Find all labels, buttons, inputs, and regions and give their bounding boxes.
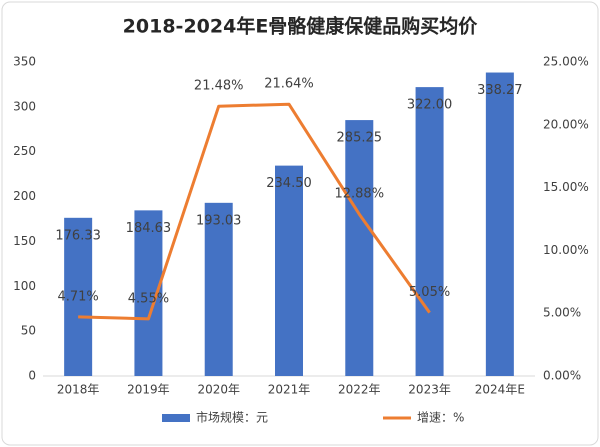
line-value-label: 21.48% xyxy=(194,79,244,94)
x-tick-label: 2021年 xyxy=(268,383,311,397)
bar xyxy=(485,72,514,376)
bar xyxy=(204,202,233,376)
legend-swatch xyxy=(162,414,190,422)
bar-value-label: 285.25 xyxy=(337,131,383,146)
x-tick-label: 2019年 xyxy=(127,383,170,397)
x-tick-label: 2018年 xyxy=(57,383,100,397)
y2-tick-label: 5.00% xyxy=(543,306,581,320)
y2-tick-label: 25.00% xyxy=(543,55,589,69)
line-value-label: 5.05% xyxy=(409,285,450,300)
y2-tick-label: 20.00% xyxy=(543,117,589,131)
bar xyxy=(64,217,93,376)
bar-value-label: 176.33 xyxy=(55,228,101,243)
bar-value-label: 184.63 xyxy=(126,221,172,236)
line-value-label: 12.88% xyxy=(334,187,384,202)
line-value-label: 4.55% xyxy=(128,291,169,306)
y-tick-label: 250 xyxy=(13,144,36,158)
y2-tick-label: 0.00% xyxy=(543,369,581,383)
y-tick-label: 200 xyxy=(13,189,36,203)
bar-value-label: 322.00 xyxy=(407,98,453,113)
y2-tick-label: 10.00% xyxy=(543,243,589,257)
x-tick-label: 2024年E xyxy=(475,383,525,397)
y-tick-label: 50 xyxy=(21,324,36,338)
y-tick-label: 100 xyxy=(13,279,36,293)
y-tick-label: 150 xyxy=(13,234,36,248)
line xyxy=(78,102,431,321)
line-value-label: 21.64% xyxy=(264,77,314,92)
bar-value-label: 338.27 xyxy=(477,83,523,98)
y-tick-label: 0 xyxy=(28,369,36,383)
bar xyxy=(415,87,444,377)
bar-value-label: 234.50 xyxy=(266,176,312,191)
bar xyxy=(275,165,303,376)
y-tick-label: 300 xyxy=(13,99,36,113)
legend-label: 增速：% xyxy=(417,411,464,425)
x-tick-label: 2020年 xyxy=(197,383,240,397)
x-tick-label: 2023年 xyxy=(408,383,451,397)
bar xyxy=(345,120,374,376)
line-value-label: 4.71% xyxy=(57,289,98,304)
y2-tick-label: 15.00% xyxy=(543,180,589,194)
bar-value-label: 193.03 xyxy=(196,213,242,228)
legend-label: 市场规模：元 xyxy=(196,410,268,425)
chart-title: 2018-2024年E骨骼健康保健品购买均价 xyxy=(123,15,479,38)
x-tick-label: 2022年 xyxy=(338,383,381,397)
y-tick-label: 350 xyxy=(13,55,36,69)
